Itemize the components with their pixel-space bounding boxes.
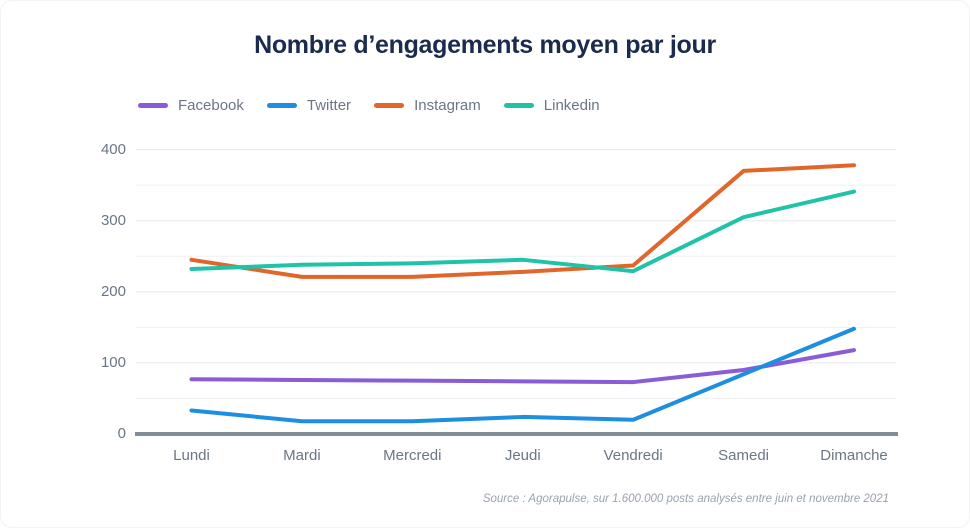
legend-swatch-twitter <box>266 102 297 108</box>
x-tick-label-mercredi: Mercredi <box>383 447 442 464</box>
legend-swatch-facebook <box>138 102 168 108</box>
legend-label-linkedin: Linkedin <box>543 96 600 114</box>
legend-item-twitter: Twitter <box>266 96 352 114</box>
y-tick-label-400: 400 <box>100 140 126 158</box>
y-tick-label-200: 200 <box>100 282 126 300</box>
series-line-facebook <box>189 348 856 385</box>
legend-label-twitter: Twitter <box>306 96 352 114</box>
x-tick-label-jeudi: Jeudi <box>504 447 541 464</box>
legend-item-linkedin: Linkedin <box>503 96 600 114</box>
x-tick-label-lundi: Lundi <box>173 447 210 464</box>
x-tick-label-samedi: Samedi <box>718 447 769 464</box>
y-tick-label-100: 100 <box>100 353 126 371</box>
legend-label-facebook: Facebook <box>178 96 244 114</box>
y-tick-label-0: 0 <box>117 425 126 442</box>
series-line-linkedin <box>189 189 856 274</box>
chart-title: Nombre d’engagements moyen par jour <box>254 31 716 59</box>
x-tick-label-mardi: Mardi <box>283 447 321 464</box>
legend-item-instagram: Instagram <box>374 97 481 114</box>
legend: Facebook Twitter Instagram Linkedin <box>138 96 600 114</box>
legend-swatch-linkedin <box>503 102 534 108</box>
y-tick-label-300: 300 <box>100 211 126 229</box>
legend-label-instagram: Instagram <box>414 96 481 114</box>
source-caption: Source : Agorapulse, sur 1.600.000 posts… <box>482 493 889 505</box>
series-line-twitter <box>189 326 856 424</box>
x-tick-label-vendredi: Vendredi <box>603 447 663 464</box>
x-tick-label-dimanche: Dimanche <box>820 447 888 464</box>
series-line-instagram <box>189 163 856 279</box>
legend-swatch-instagram <box>374 102 405 108</box>
legend-item-facebook: Facebook <box>138 97 244 114</box>
